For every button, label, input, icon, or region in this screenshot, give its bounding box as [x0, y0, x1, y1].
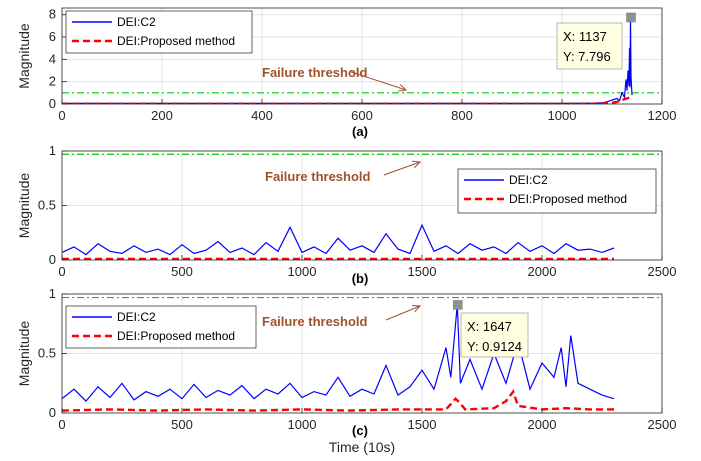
threshold-annotation: Failure threshold: [265, 169, 371, 184]
datatip-x: X: 1647: [467, 319, 512, 334]
legend-entry: DEI:Proposed method: [117, 329, 235, 343]
y-tick-label: 0: [49, 96, 56, 111]
datatip-y: Y: 7.796: [563, 49, 611, 64]
legend-entry: DEI:C2: [117, 15, 156, 29]
x-tick-label: 0: [58, 264, 65, 279]
y-axis-label: Magnitude: [16, 173, 32, 239]
panel-a: 0 200 400 600 800 1000 1200 0 2 4 6 8 Magnitude (a) Fa…: [16, 7, 676, 139]
x-tick-label: 1000: [288, 264, 317, 279]
annotation-arrowhead: [398, 84, 408, 92]
subplot-label: (c): [352, 423, 368, 438]
y-tick-label: 0.5: [38, 346, 56, 361]
y-axis-label: Magnitude: [16, 23, 32, 89]
y-axis-label: Magnitude: [16, 321, 32, 387]
x-tick-label: 2000: [528, 417, 557, 432]
y-tick-label: 8: [49, 7, 56, 22]
threshold-annotation: Failure threshold: [262, 314, 368, 329]
y-tick-label: 4: [49, 51, 56, 66]
annotation-arrowhead: [411, 160, 422, 169]
panel-b: 0 500 1000 1500 2000 2500 0 0.5 1 Magnitude (b) Fai…: [16, 143, 676, 286]
y-tick-label: 0.5: [38, 198, 56, 213]
y-tick-label: 1: [49, 286, 56, 301]
x-tick-label: 1200: [648, 108, 677, 123]
y-tick-label: 0: [49, 252, 56, 267]
panel-c: 0 500 1000 1500 2000 2500 0 0.5 1 Magnitude (c)Tim…: [16, 286, 676, 455]
subplot-label: (b): [352, 271, 369, 286]
x-tick-label: 200: [151, 108, 173, 123]
legend-entry: DEI:C2: [117, 310, 156, 324]
annotation-arrowhead: [411, 305, 422, 313]
annotation-arrow: [383, 161, 421, 176]
datatip-x: X: 1137: [563, 29, 607, 44]
x-tick-label: 500: [171, 264, 193, 279]
x-tick-label: 600: [351, 108, 373, 123]
datatip-y: Y: 0.9124: [467, 339, 522, 354]
x-tick-label: 500: [171, 417, 193, 432]
x-tick-label: 1500: [408, 417, 437, 432]
x-tick-label: 2000: [528, 264, 557, 279]
legend: [65, 10, 253, 54]
x-axis-label: Time (10s): [329, 439, 395, 455]
x-tick-label: 0: [58, 108, 65, 123]
x-tick-label: 2500: [648, 264, 677, 279]
y-tick-label: 2: [49, 74, 56, 89]
legend-entry: DEI:C2: [509, 173, 548, 187]
series-line-dei-proposed: [62, 389, 614, 412]
x-tick-label: 800: [451, 108, 473, 123]
legend: [65, 305, 257, 349]
legend-entry: DEI:Proposed method: [509, 192, 627, 206]
legend: [457, 168, 657, 214]
annotation-arrow: [350, 71, 407, 91]
datatip-box: [556, 22, 623, 70]
y-tick-label: 1: [49, 143, 56, 158]
annotation-arrow: [385, 305, 421, 321]
x-tick-label: 0: [58, 417, 65, 432]
x-tick-label: 1000: [288, 417, 317, 432]
series-line-dei-c2: [62, 304, 615, 402]
subplot-label: (a): [352, 124, 368, 139]
threshold-annotation: Failure threshold: [262, 65, 368, 80]
y-tick-label: 6: [49, 29, 56, 44]
datatip-box: [460, 312, 529, 358]
datatip-marker: [453, 300, 463, 310]
datatip-marker: [626, 12, 636, 23]
x-tick-label: 1500: [408, 264, 437, 279]
x-tick-label: 400: [251, 108, 273, 123]
y-tick-label: 0: [49, 405, 56, 420]
legend-entry: DEI:Proposed method: [117, 34, 235, 48]
x-tick-label: 1000: [548, 108, 577, 123]
series-line-dei-c2: [62, 223, 615, 256]
x-tick-label: 2500: [648, 417, 677, 432]
